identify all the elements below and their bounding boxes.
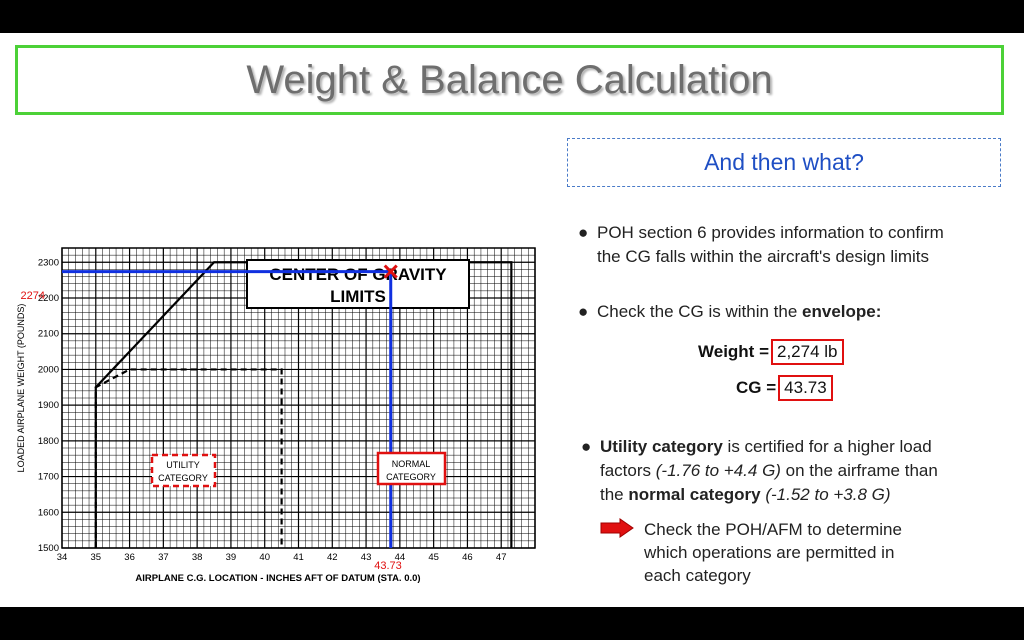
bullet-check: ● Check the CG is within the envelope: — [578, 300, 1007, 324]
x-tick-label: 34 — [57, 552, 68, 563]
y-tick-label: 2200 — [38, 293, 59, 304]
y-tick-label: 1600 — [38, 507, 59, 518]
y-tick-label: 1700 — [38, 472, 59, 483]
plot-frame — [61, 247, 536, 549]
y-tick-label: 2100 — [38, 329, 59, 340]
slide: Weight & Balance Calculation And then wh… — [0, 33, 1024, 607]
x-tick-label: 39 — [226, 552, 237, 563]
bullet-utility: ● Utility category is certified for a hi… — [581, 435, 1010, 507]
red-arrow-icon — [600, 518, 634, 538]
x-tick-label: 42 — [327, 552, 338, 563]
y-tick-label: 2300 — [38, 257, 59, 268]
y-tick-label: 1500 — [38, 543, 59, 554]
arrow-line3: each category — [644, 566, 751, 585]
x-tick-label: 40 — [259, 552, 270, 563]
x-tick-label: 43 — [361, 552, 372, 563]
weight-value: 2,274 lb — [771, 339, 844, 365]
x-tick-label: 46 — [462, 552, 473, 563]
chart-title-line1: CENTER OF GRAVITY — [269, 265, 447, 284]
x-tick-label: 47 — [496, 552, 507, 563]
y-tick-label: 1800 — [38, 436, 59, 447]
cg-value: 43.73 — [778, 375, 833, 401]
chart-ticks: 34 35 36 37 38 39 40 41 42 43 44 45 46 47 1500 1600 1700… — [38, 257, 507, 563]
x-tick-label: 36 — [124, 552, 135, 563]
x-axis-label: AIRPLANE C.G. LOCATION - INCHES AFT OF D… — [135, 573, 420, 584]
weight-marker-label: 2274 — [21, 290, 45, 302]
utility-label-line2: CATEGORY — [158, 473, 208, 483]
normal-label-line2: CATEGORY — [386, 472, 436, 482]
normal-label-line1: NORMAL — [392, 459, 431, 469]
chart-title-box — [246, 259, 470, 309]
cg-marker-label: 43.73 — [374, 560, 402, 572]
weight-row: Weight = 2,274 lb — [698, 339, 844, 365]
y-tick-label: 1900 — [38, 400, 59, 411]
y-tick-label: 2000 — [38, 364, 59, 375]
arrow-line2: which operations are permitted in — [644, 543, 895, 562]
weight-label: Weight = — [698, 342, 769, 361]
normal-g-range: (-1.52 to +3.8 G) — [760, 485, 891, 504]
chart-series — [94, 261, 513, 548]
normal-envelope-line — [94, 261, 513, 548]
poh-line2: the CG falls within the aircraft's desig… — [597, 247, 930, 266]
x-tick-label: 41 — [293, 552, 304, 563]
x-tick-label: 37 — [158, 552, 169, 563]
utility-bold: Utility category — [600, 437, 723, 456]
cg-marker-group — [62, 264, 398, 548]
utility-category-box — [150, 453, 217, 488]
utility-g-range: (-1.76 to +4.4 G) — [655, 461, 781, 480]
cg-limits-chart: 34 35 36 37 38 39 40 41 42 43 44 45 46 47 1500 1600 1700… — [16, 247, 536, 584]
subheading-box: And then what? — [567, 138, 1001, 187]
slide-title: Weight & Balance Calculation — [246, 57, 773, 102]
arrow-line1: Check the POH/AFM to determine — [644, 520, 902, 539]
x-tick-label: 35 — [90, 552, 101, 563]
bullet-dot: ● — [578, 223, 589, 242]
utility-envelope-line — [94, 368, 283, 548]
x-tick-label: 44 — [395, 552, 406, 563]
utility-text1: is certified for a higher load — [722, 437, 932, 456]
cg-label: CG = — [736, 378, 777, 397]
normal-category-box — [376, 451, 447, 486]
title-box: Weight & Balance Calculation — [15, 45, 1004, 115]
chart-title-line2: LIMITS — [330, 287, 386, 306]
x-tick-label: 45 — [428, 552, 439, 563]
utility-text3: on the airframe than — [780, 461, 938, 480]
cg-x-marker — [383, 264, 398, 279]
utility-label-line1: UTILITY — [166, 460, 200, 470]
check-envelope: envelope: — [802, 302, 882, 321]
poh-line1: POH section 6 provides information to co… — [597, 223, 944, 242]
y-axis-label: LOADED AIRPLANE WEIGHT (POUNDS) — [16, 304, 26, 473]
check-text: Check the CG is within the — [597, 302, 803, 321]
bullet-dot: ● — [578, 302, 589, 321]
bullet-dot: ● — [581, 437, 592, 456]
normal-bold: normal category — [628, 485, 761, 504]
utility-text2: factors — [600, 461, 656, 480]
utility-text4: the — [600, 485, 629, 504]
bullet-poh: ● POH section 6 provides information to … — [578, 221, 1007, 269]
x-tick-label: 38 — [192, 552, 203, 563]
cg-row: CG = 43.73 — [736, 375, 833, 401]
arrow-note: Check the POH/AFM to determine which ope… — [644, 518, 974, 587]
